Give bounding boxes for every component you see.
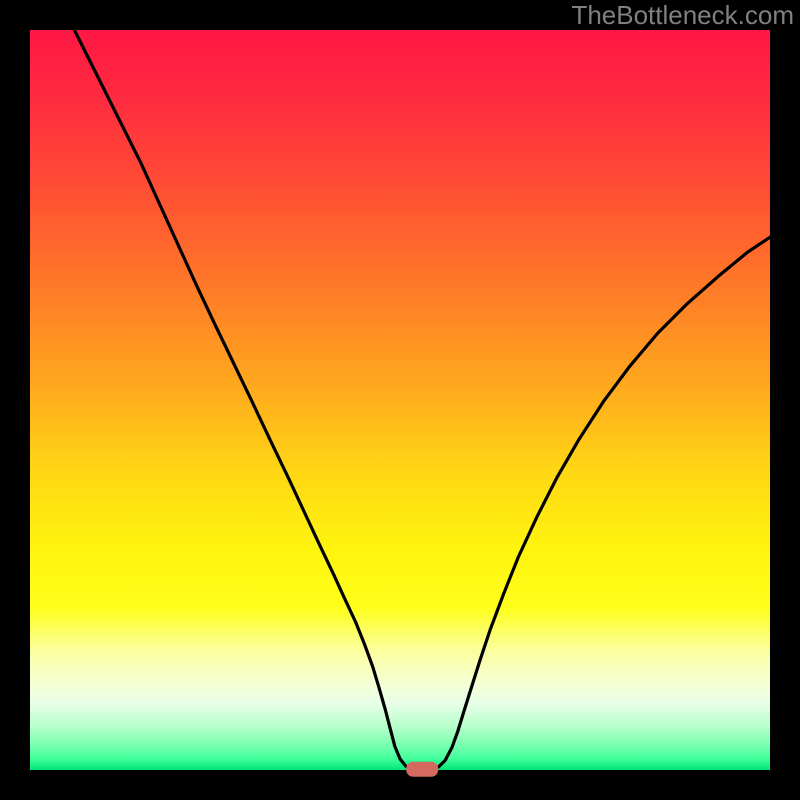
chart-container: TheBottleneck.com [0, 0, 800, 800]
chart-background [30, 30, 770, 770]
watermark-text: TheBottleneck.com [571, 0, 794, 31]
optimal-point-marker [406, 762, 438, 777]
bottleneck-chart [0, 0, 800, 800]
